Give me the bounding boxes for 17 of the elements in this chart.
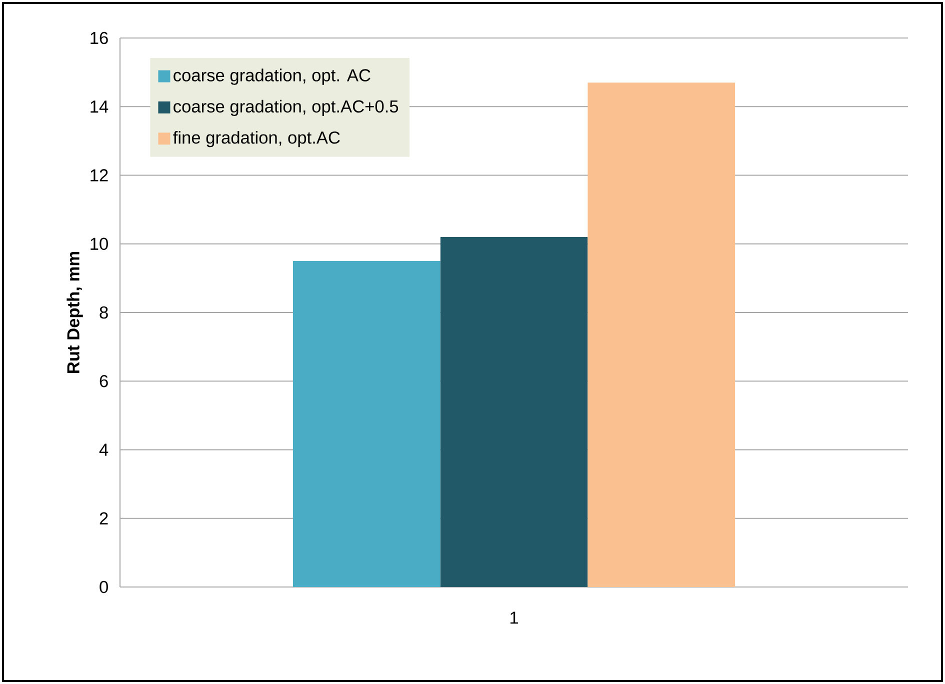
bar xyxy=(440,237,588,587)
y-tick-label: 14 xyxy=(90,100,108,113)
legend-label: fine gradation, opt.AC xyxy=(173,130,340,148)
y-tick-label: 10 xyxy=(90,238,108,250)
y-tick-label: 2 xyxy=(100,512,108,524)
y-tick-label: 12 xyxy=(90,169,108,182)
bar xyxy=(292,261,440,587)
y-axis-title: Rut Depth, mm xyxy=(66,252,83,373)
y-tick-label: 6 xyxy=(100,374,108,388)
y-tick-label: 16 xyxy=(90,32,108,44)
y-tick-label: 0 xyxy=(100,580,108,594)
legend-label: coarse gradation, opt. AC xyxy=(174,68,370,85)
bar xyxy=(588,82,736,587)
y-tick-label: 4 xyxy=(99,444,108,456)
x-tick-label: 1 xyxy=(510,612,518,624)
y-tick-label: 8 xyxy=(100,306,108,319)
legend-label: coarse gradation, opt.AC+0.5 xyxy=(174,100,398,116)
